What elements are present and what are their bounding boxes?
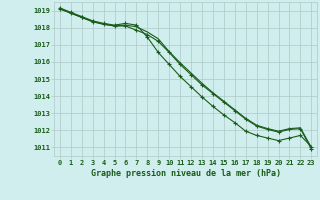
X-axis label: Graphe pression niveau de la mer (hPa): Graphe pression niveau de la mer (hPa) xyxy=(91,169,281,178)
